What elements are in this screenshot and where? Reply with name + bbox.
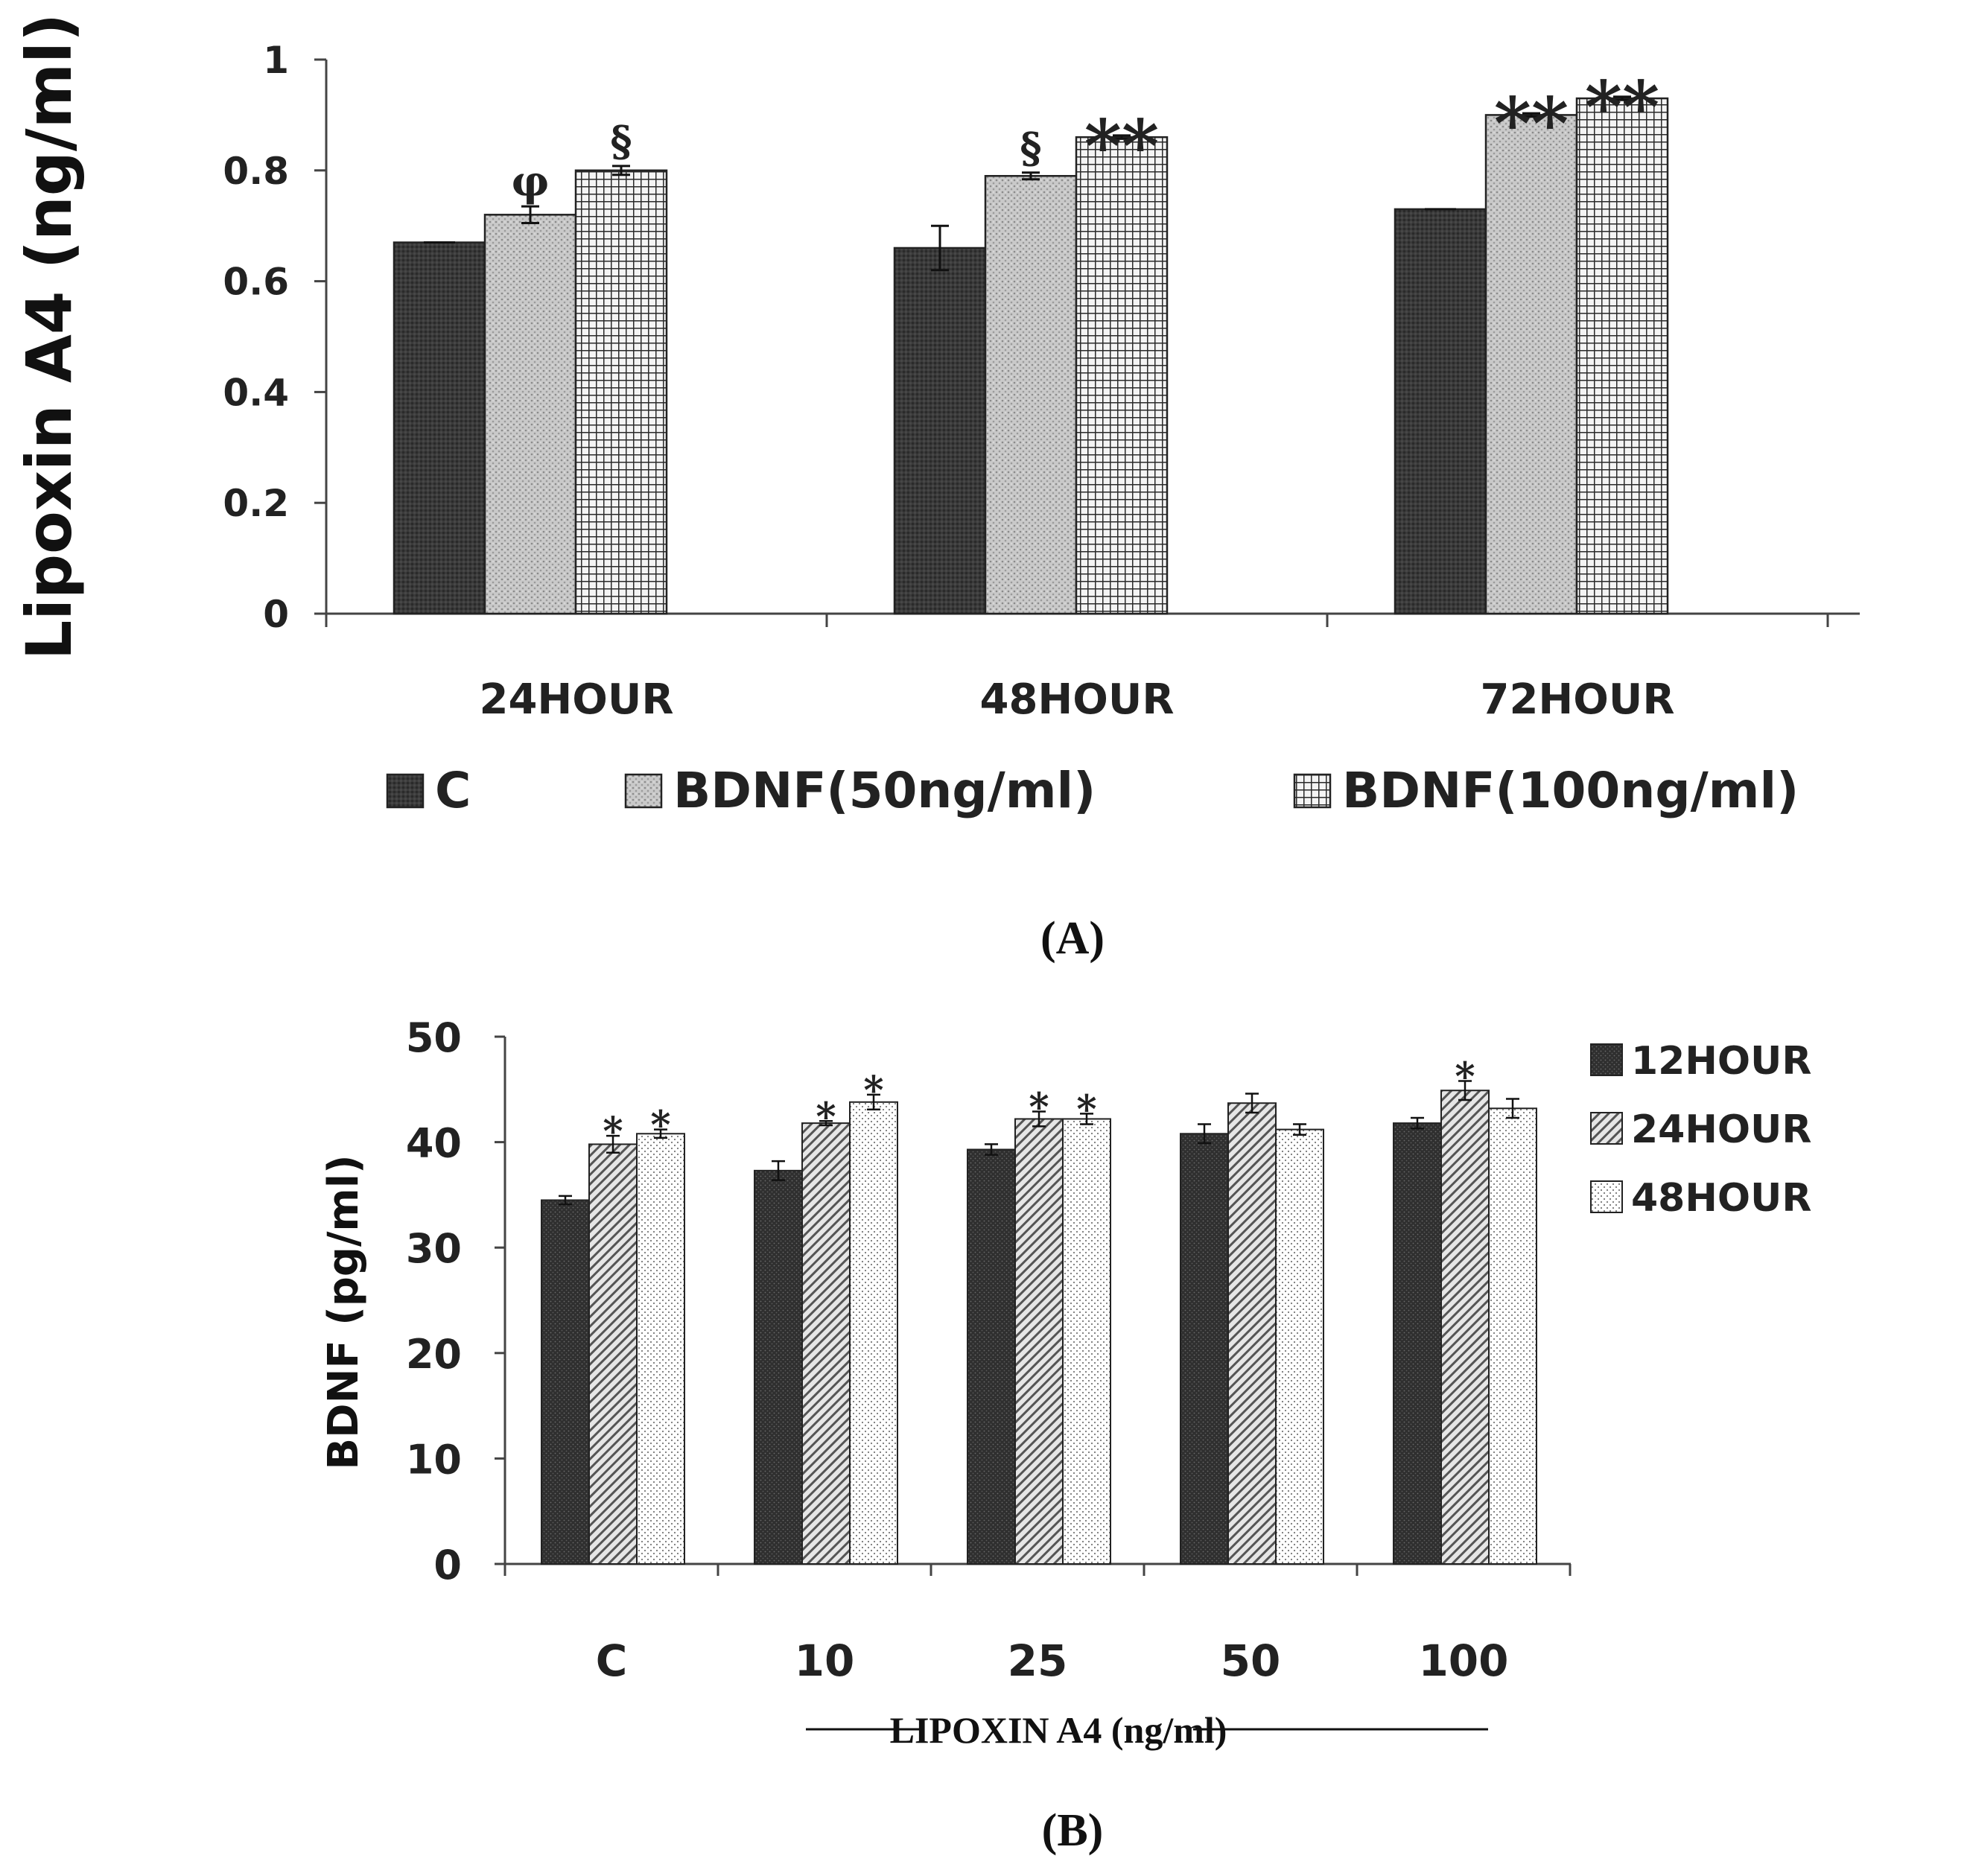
- y-tick-label: 20: [406, 1331, 462, 1378]
- bar: [393, 241, 486, 615]
- x-tick-label: 50: [1221, 1635, 1281, 1686]
- x-tick-label: 48HOUR: [980, 675, 1175, 724]
- y-axis-label: BDNF (pg/ml): [320, 1154, 368, 1469]
- panel-label: (A): [1040, 913, 1105, 964]
- x-tick-label: C: [596, 1635, 628, 1686]
- x-tick-label: 25: [1008, 1635, 1068, 1686]
- significance-marker: §: [1020, 124, 1041, 173]
- y-tick-label: 0: [263, 593, 289, 636]
- legend-swatch: [1590, 1043, 1623, 1076]
- y-tick-label: 0.2: [223, 482, 289, 525]
- significance-marker: φ: [512, 157, 550, 206]
- panel-a: 0 0.2 0.4 0.6 0.8 1 Lipoxin A4 (ng/ml) φ § 24HOUR…: [13, 13, 1860, 964]
- bar: [1575, 97, 1669, 615]
- bar: [588, 1143, 638, 1565]
- legend-swatch: [1590, 1180, 1623, 1213]
- y-tick-label: 0: [433, 1542, 462, 1589]
- bar: [636, 1133, 685, 1565]
- legend-swatch: [1293, 773, 1332, 809]
- y-tick-label: 30: [406, 1225, 462, 1272]
- legend-label: 12HOUR: [1631, 1039, 1811, 1084]
- x-tick-label: 72HOUR: [1481, 675, 1675, 724]
- bar: [1075, 136, 1169, 615]
- x-tick-label: 10: [795, 1635, 855, 1686]
- y-tick-label: 40: [406, 1120, 462, 1167]
- y-tick-label: 0.8: [223, 150, 289, 193]
- bar: [1275, 1128, 1324, 1565]
- bar: [1394, 208, 1487, 615]
- significance-marker: *: [863, 1068, 883, 1113]
- bar: [1440, 1090, 1490, 1565]
- significance-marker: *: [1455, 1054, 1475, 1099]
- significance-marker: **: [1084, 104, 1159, 188]
- legend-label: BDNF(50ng/ml): [673, 762, 1096, 819]
- legend-label: C: [435, 762, 471, 819]
- bar: [754, 1169, 803, 1565]
- x-tick-label: 24HOUR: [480, 675, 674, 724]
- bar: [849, 1101, 898, 1565]
- bar: [893, 247, 987, 615]
- legend-swatch: [386, 773, 425, 809]
- bar: [574, 169, 668, 615]
- bar: [1484, 114, 1578, 615]
- bar: [1062, 1118, 1111, 1565]
- bar: [967, 1148, 1016, 1565]
- panel-label: (B): [1042, 1805, 1104, 1856]
- legend-label: 48HOUR: [1631, 1176, 1811, 1221]
- panel-b: 0 10 20 30 40 50 BDNF (pg/ml) * * C * * 10 * * 25 50 * 100…: [320, 1014, 1811, 1856]
- significance-marker: **: [1494, 82, 1569, 166]
- significance-marker: *: [816, 1094, 836, 1139]
- y-tick-label: 50: [406, 1014, 462, 1061]
- significance-marker: **: [1585, 66, 1659, 150]
- significance-marker: *: [650, 1103, 670, 1148]
- x-axis-label: LIPOXIN A4 (ng/ml): [890, 1709, 1227, 1751]
- bar: [483, 214, 577, 615]
- y-tick-label: 1: [263, 39, 289, 82]
- significance-marker: §: [610, 117, 632, 166]
- legend-swatch: [624, 773, 663, 809]
- x-tick-label: 100: [1418, 1635, 1508, 1686]
- y-axis-label: Lipoxin A4 (ng/ml): [13, 13, 86, 661]
- significance-marker: *: [1029, 1085, 1049, 1131]
- bar: [1227, 1102, 1277, 1565]
- y-tick-label: 0.6: [223, 261, 289, 304]
- legend-label: 24HOUR: [1631, 1107, 1811, 1152]
- bar: [984, 174, 1078, 615]
- legend-label: BDNF(100ng/ml): [1342, 762, 1799, 819]
- significance-marker: *: [1076, 1087, 1096, 1132]
- legend-swatch: [1590, 1112, 1623, 1145]
- bar: [541, 1199, 590, 1565]
- y-tick-label: 10: [406, 1436, 462, 1483]
- bar: [801, 1122, 851, 1565]
- significance-marker: *: [603, 1109, 623, 1154]
- y-tick-label: 0.4: [223, 371, 289, 414]
- bar: [1180, 1133, 1229, 1565]
- bar: [1393, 1122, 1442, 1565]
- bar: [1488, 1107, 1537, 1565]
- bar: [1014, 1118, 1064, 1565]
